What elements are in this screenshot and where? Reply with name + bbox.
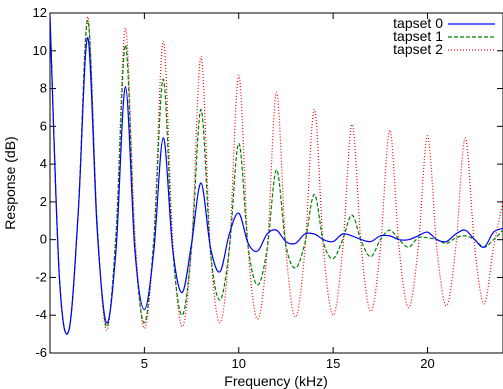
x-axis-label: Frequency (kHz): [224, 373, 327, 389]
y-tick-label: 6: [40, 118, 47, 133]
y-tick-label: -6: [35, 345, 47, 360]
y-tick-label: -4: [35, 307, 47, 322]
series-line-tapset-2: [50, 16, 503, 335]
x-tick-label: 5: [141, 356, 148, 371]
y-tick-label: 2: [40, 194, 47, 209]
y-tick-label: 0: [40, 232, 47, 247]
y-tick-label: 8: [40, 81, 47, 96]
y-tick-label: 12: [33, 5, 47, 20]
y-axis-label: Response (dB): [2, 136, 18, 229]
y-tick-label: 10: [33, 43, 47, 58]
x-tick-label: 15: [326, 356, 340, 371]
legend-label: tapset 1: [393, 28, 443, 44]
legend-label: tapset 2: [393, 41, 443, 57]
series-line-tapset-1: [50, 16, 503, 335]
legend-label: tapset 0: [393, 15, 443, 31]
y-tick-label: 4: [40, 156, 47, 171]
y-tick-label: -2: [35, 269, 47, 284]
plot-frame: [49, 12, 503, 354]
x-tick-label: 20: [420, 356, 434, 371]
x-axis: 5 10 15 20: [141, 13, 435, 371]
x-tick-label: 10: [232, 356, 246, 371]
series-layer: [50, 16, 503, 335]
series-line-tapset-0: [50, 16, 503, 335]
